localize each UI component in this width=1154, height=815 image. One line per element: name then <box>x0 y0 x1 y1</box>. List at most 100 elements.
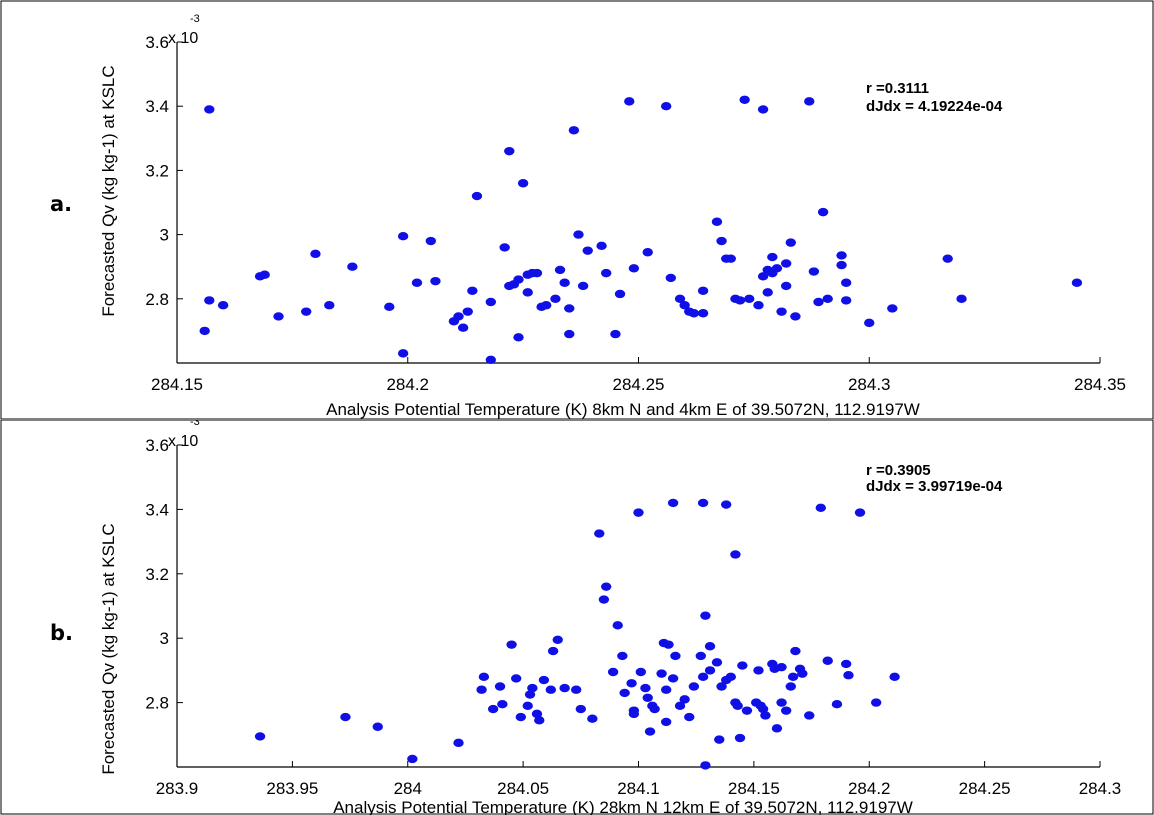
figure-border-top <box>0 0 1154 420</box>
panel-label-b: b. <box>50 621 73 645</box>
data-point-a <box>453 312 464 321</box>
data-point-a <box>273 312 284 321</box>
y-tick-label-b: 3.4 <box>145 500 169 519</box>
data-point-b <box>453 738 464 748</box>
data-point-a <box>790 312 801 321</box>
data-point-a <box>467 286 478 295</box>
data-point-b <box>598 595 610 604</box>
data-point-b <box>785 682 796 691</box>
data-point-b <box>732 701 743 711</box>
y-tick-label-b: 3.2 <box>145 565 169 584</box>
x-tick-label-a: 284.35 <box>1074 375 1126 394</box>
data-point-b <box>494 682 506 691</box>
data-point-b <box>667 674 679 683</box>
data-point-b <box>660 685 672 694</box>
data-point-b <box>487 704 499 714</box>
data-point-a <box>564 304 575 313</box>
data-point-a <box>384 302 395 312</box>
y-tick-label-a: 3.4 <box>145 97 169 116</box>
data-point-b <box>688 682 700 691</box>
data-point-a <box>550 294 561 303</box>
data-point-b <box>552 635 563 645</box>
data-point-b <box>587 714 598 723</box>
y-multiplier-exponent-a: -3 <box>190 13 200 25</box>
data-point-b <box>697 498 709 508</box>
data-point-b <box>889 672 900 682</box>
data-point-a <box>776 307 787 316</box>
data-point-b <box>547 646 559 656</box>
data-point-b <box>524 690 536 699</box>
data-point-b <box>617 651 628 661</box>
plot-body-a: 284.15 284.2 284.25 284.3 284.35 2.8 3 3.2 3.4 3.… <box>145 33 1126 394</box>
y-tick-label-b: 3 <box>160 629 169 648</box>
data-point-a <box>1071 278 1083 287</box>
data-point-b <box>511 674 522 683</box>
y-multiplier-b-base: x 10 <box>168 433 198 450</box>
data-point-b <box>753 666 764 675</box>
data-point-b <box>771 724 783 733</box>
y-tick-label-a: 2.8 <box>145 290 169 309</box>
data-point-a <box>956 294 967 303</box>
data-point-b <box>656 669 667 678</box>
data-point-a <box>582 246 593 255</box>
figure-border-bottom <box>0 420 1154 815</box>
data-point-b <box>815 503 826 512</box>
scatter-plot-b: 283.9 283.95 284 284.05 284.1 284.15 284.2 284.… <box>0 420 1154 815</box>
y-multiplier-a-base: x 10 <box>168 30 198 47</box>
data-point-a <box>425 236 437 246</box>
x-tick-label-b: 284.2 <box>848 779 891 798</box>
data-point-a <box>554 265 566 275</box>
data-point-a <box>813 297 824 307</box>
data-point-b <box>575 704 587 714</box>
y-tick-label-a: 3.2 <box>145 161 169 180</box>
data-point-b <box>254 732 266 741</box>
x-tick-label-a: 284.3 <box>848 375 891 394</box>
data-point-a <box>836 251 847 260</box>
data-point-a <box>559 278 570 287</box>
scatter-plot-a: 284.15 284.2 284.25 284.3 284.35 2.8 3 3.2 3.4 3.… <box>0 0 1154 420</box>
data-point-a <box>942 254 953 263</box>
data-point-b <box>612 621 623 630</box>
data-point-a <box>679 301 690 310</box>
data-point-a <box>836 260 847 270</box>
data-point-a <box>716 236 727 246</box>
data-point-a <box>725 254 736 263</box>
data-point-a <box>600 268 612 278</box>
data-point-a <box>504 146 515 156</box>
data-point-b <box>670 651 681 661</box>
data-point-b <box>822 656 833 665</box>
data-point-b <box>340 712 351 722</box>
data-point-b <box>522 701 533 711</box>
y-axis-title-a: Forecasted Qv (kg kg-1) at KSLC <box>99 65 118 316</box>
data-point-b <box>600 582 612 591</box>
data-point-b <box>697 672 709 682</box>
data-point-a <box>301 307 312 316</box>
data-point-b <box>700 611 711 620</box>
data-point-b <box>780 706 792 715</box>
data-point-b <box>674 701 686 711</box>
data-point-a <box>734 296 746 305</box>
data-point-a <box>780 281 792 291</box>
correlation-label-a: r =0.3111 <box>866 80 929 97</box>
panel-label-a: a. <box>50 192 72 216</box>
data-point-b <box>607 667 619 677</box>
data-point-b <box>679 695 690 704</box>
data-point-b <box>714 735 725 744</box>
data-point-b <box>831 700 843 709</box>
data-point-a <box>624 97 635 106</box>
data-point-a <box>310 249 321 259</box>
data-point-b <box>854 508 866 517</box>
data-point-a <box>757 105 769 114</box>
data-point-a <box>697 286 709 295</box>
data-point-a <box>771 264 783 273</box>
x-tick-label-b: 284.25 <box>959 779 1011 798</box>
x-tick-label-a: 284.15 <box>151 375 203 394</box>
data-point-a <box>517 179 529 188</box>
data-point-b <box>797 669 808 678</box>
data-point-b <box>711 658 723 667</box>
data-point-b <box>667 498 679 508</box>
data-point-a <box>217 301 229 310</box>
x-tick-label-b: 284.05 <box>497 779 549 798</box>
data-point-a <box>397 232 409 241</box>
